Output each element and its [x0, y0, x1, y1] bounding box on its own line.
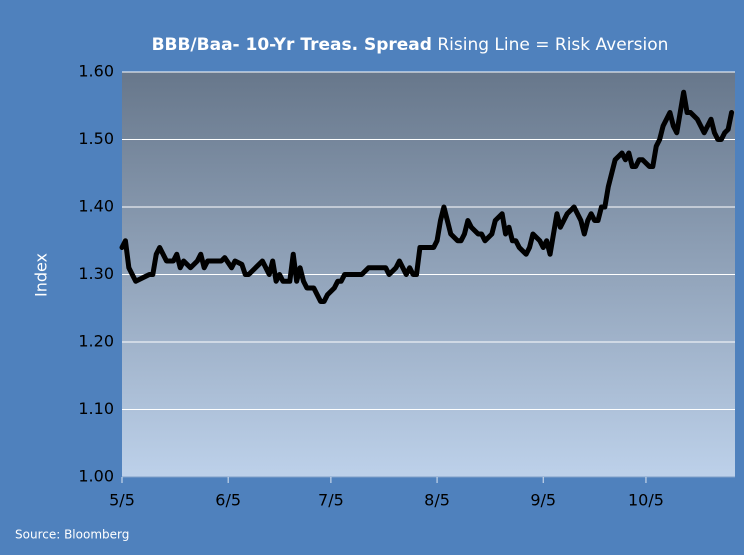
- title: BBB/Baa- 10-Yr Treas. Spread Rising Line…: [152, 35, 669, 55]
- y-tick-label: 1.40: [78, 197, 114, 216]
- y-tick-label: 1.30: [78, 264, 114, 283]
- y-tick-label: 1.60: [78, 62, 114, 81]
- line-series: [119, 89, 735, 304]
- y-axis-label: Index: [32, 253, 51, 297]
- source: Source: Bloomberg: [15, 528, 129, 542]
- y-tick-label: 1.10: [78, 399, 114, 418]
- x-tick-label: 9/5: [530, 491, 556, 510]
- y-tick-label: 1.00: [78, 467, 114, 486]
- x-tick-label: 8/5: [424, 491, 450, 510]
- y-tick-label: 1.50: [78, 129, 114, 148]
- x-tick-label: 7/5: [318, 491, 344, 510]
- chart-title: BBB/Baa- 10-Yr Treas. Spread: [152, 35, 432, 55]
- y-tick-label: 1.20: [78, 332, 114, 351]
- x-tick-label: 6/5: [215, 491, 241, 510]
- x-tick-label: 5/5: [109, 491, 135, 510]
- x-tick-label: 10/5: [628, 491, 664, 510]
- chart-subtitle: Rising Line = Risk Aversion: [437, 35, 668, 55]
